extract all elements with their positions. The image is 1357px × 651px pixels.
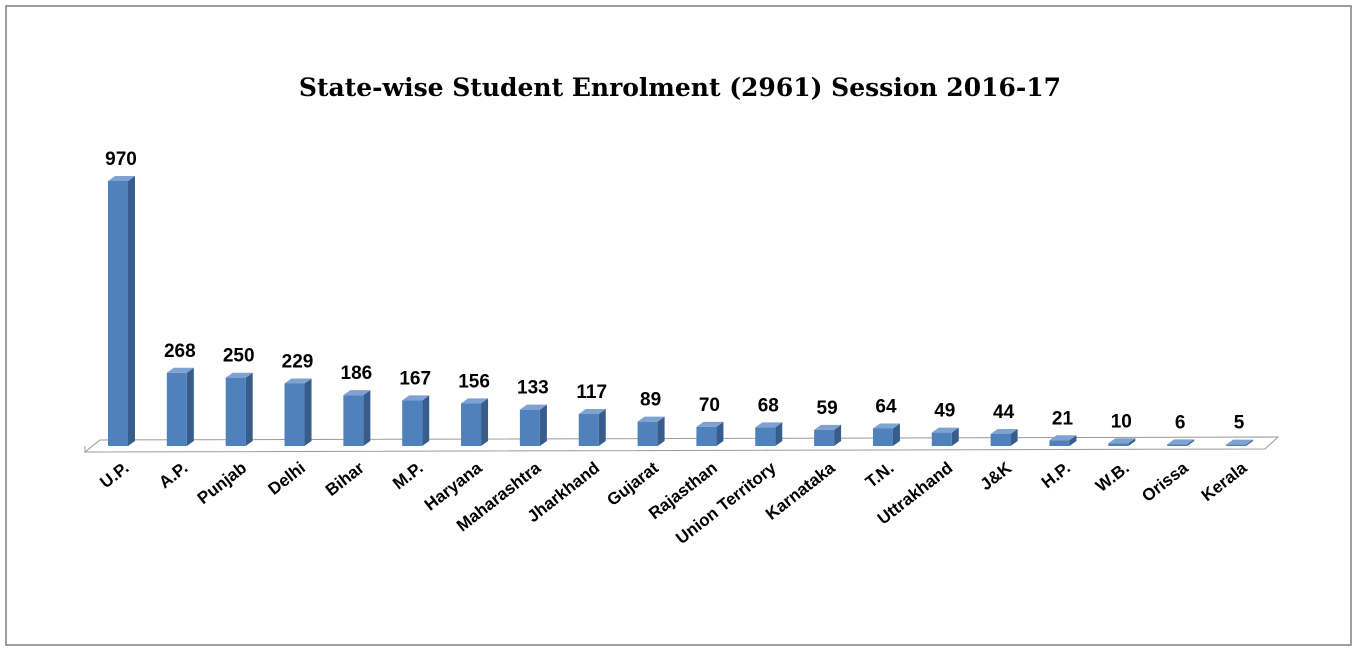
bar-side bbox=[1187, 439, 1195, 446]
bar-top bbox=[284, 378, 312, 384]
bar bbox=[284, 383, 305, 446]
bar bbox=[225, 377, 246, 446]
bar bbox=[402, 400, 423, 446]
value-label: 117 bbox=[576, 382, 607, 403]
value-label: 268 bbox=[164, 341, 196, 362]
bar-side bbox=[892, 423, 900, 446]
bar bbox=[1167, 444, 1188, 446]
bar-top bbox=[578, 409, 606, 415]
chart-title: State-wise Student Enrolment (2961) Sess… bbox=[299, 73, 1061, 102]
bar-top bbox=[990, 428, 1018, 434]
bar-side bbox=[1069, 435, 1077, 446]
bar-side bbox=[245, 372, 253, 446]
bar-side bbox=[304, 378, 312, 446]
bar-side bbox=[481, 398, 489, 446]
bar-top bbox=[1108, 438, 1136, 444]
value-label: 186 bbox=[341, 363, 373, 384]
bar-side bbox=[363, 390, 371, 446]
bar bbox=[872, 428, 893, 446]
value-label: 64 bbox=[875, 397, 897, 418]
bar-side bbox=[128, 176, 135, 446]
bar bbox=[1108, 443, 1129, 446]
bar-top bbox=[931, 427, 959, 433]
bar bbox=[755, 427, 776, 446]
bar-side bbox=[716, 421, 724, 446]
bar-top bbox=[696, 421, 724, 427]
bar-top bbox=[755, 422, 783, 428]
bar bbox=[990, 433, 1011, 446]
bar-side bbox=[422, 395, 430, 446]
value-label: 229 bbox=[282, 351, 314, 372]
bar bbox=[1049, 440, 1070, 446]
bar bbox=[578, 414, 599, 446]
bar bbox=[343, 395, 364, 446]
value-label: 21 bbox=[1052, 408, 1074, 429]
value-label: 6 bbox=[1175, 412, 1186, 433]
bar bbox=[461, 403, 482, 446]
bar-top bbox=[343, 390, 371, 396]
value-label: 156 bbox=[458, 371, 490, 392]
value-label: 167 bbox=[399, 368, 431, 389]
value-label: 5 bbox=[1234, 413, 1245, 434]
bar-side bbox=[539, 404, 547, 446]
bar-top bbox=[1226, 439, 1253, 445]
bar-top bbox=[519, 404, 547, 410]
value-label: 68 bbox=[758, 395, 779, 416]
value-label: 44 bbox=[993, 402, 1015, 423]
bar-side bbox=[657, 416, 665, 446]
bar-top bbox=[872, 423, 900, 429]
bar-top bbox=[637, 416, 665, 422]
bar-top bbox=[461, 398, 489, 404]
bar-side bbox=[951, 427, 959, 446]
bar-side bbox=[834, 424, 842, 446]
bar-top bbox=[402, 395, 430, 401]
value-label: 970 bbox=[105, 149, 137, 170]
bar-top bbox=[108, 176, 135, 181]
bar bbox=[931, 432, 952, 446]
bar bbox=[519, 409, 540, 446]
bar bbox=[1226, 444, 1246, 446]
bar-top bbox=[225, 372, 253, 378]
floor bbox=[83, 436, 1280, 453]
bar-side bbox=[186, 367, 194, 446]
value-label: 49 bbox=[934, 401, 955, 422]
value-label: 250 bbox=[223, 346, 255, 367]
bar bbox=[637, 421, 658, 446]
chart-border bbox=[5, 5, 1352, 646]
bar-side bbox=[1128, 438, 1136, 446]
value-label: 133 bbox=[517, 378, 549, 399]
bar-top bbox=[1049, 435, 1077, 441]
bar bbox=[696, 426, 717, 446]
bar-top bbox=[1167, 439, 1195, 445]
value-label: 59 bbox=[817, 398, 838, 419]
bar-side bbox=[1246, 439, 1253, 446]
bar-top bbox=[166, 367, 194, 373]
bar bbox=[108, 181, 128, 446]
value-label: 89 bbox=[640, 390, 661, 411]
value-label: 10 bbox=[1111, 411, 1132, 432]
value-label: 70 bbox=[699, 395, 720, 416]
bar-side bbox=[775, 422, 783, 446]
bar-top bbox=[814, 424, 842, 430]
bar-side bbox=[598, 409, 606, 446]
bar-side bbox=[1010, 428, 1018, 446]
bar bbox=[166, 372, 187, 446]
bar bbox=[814, 429, 835, 446]
